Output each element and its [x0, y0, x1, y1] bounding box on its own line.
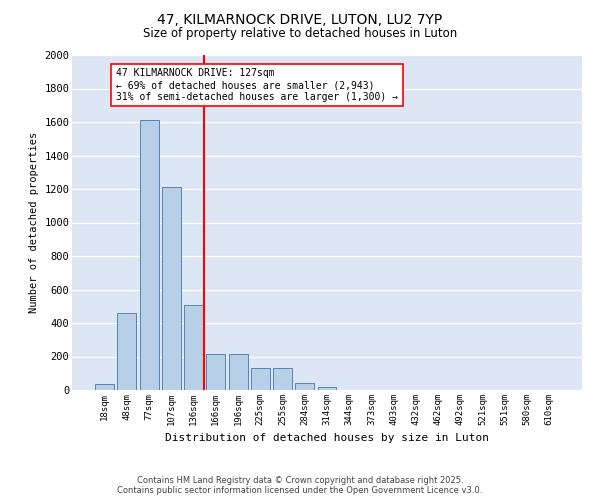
Bar	[118, 313, 136, 390]
Y-axis label: Number of detached properties: Number of detached properties	[29, 132, 38, 313]
Bar	[251, 368, 270, 390]
Bar	[317, 386, 337, 390]
Bar	[295, 384, 314, 390]
Bar	[229, 354, 248, 390]
X-axis label: Distribution of detached houses by size in Luton: Distribution of detached houses by size …	[165, 434, 489, 444]
Bar	[184, 304, 203, 390]
Bar	[140, 120, 158, 390]
Bar	[95, 384, 114, 390]
Bar	[206, 354, 225, 390]
Bar	[162, 188, 181, 390]
Text: Size of property relative to detached houses in Luton: Size of property relative to detached ho…	[143, 28, 457, 40]
Bar	[273, 368, 292, 390]
Text: 47 KILMARNOCK DRIVE: 127sqm
← 69% of detached houses are smaller (2,943)
31% of : 47 KILMARNOCK DRIVE: 127sqm ← 69% of det…	[116, 68, 398, 102]
Text: Contains HM Land Registry data © Crown copyright and database right 2025.
Contai: Contains HM Land Registry data © Crown c…	[118, 476, 482, 495]
Text: 47, KILMARNOCK DRIVE, LUTON, LU2 7YP: 47, KILMARNOCK DRIVE, LUTON, LU2 7YP	[157, 12, 443, 26]
